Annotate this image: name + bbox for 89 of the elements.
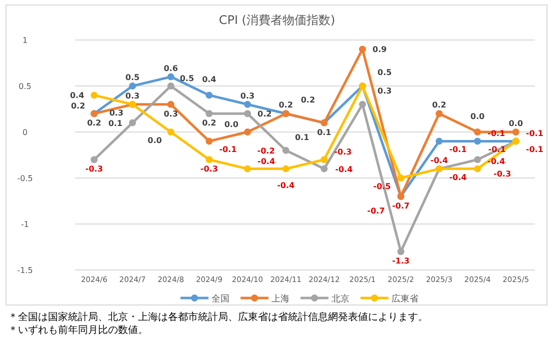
- data-label: -0.7: [392, 201, 410, 210]
- point: [167, 82, 174, 90]
- legend-label: 広東省: [392, 294, 418, 304]
- data-label: -0.1: [219, 145, 238, 154]
- data-label: 0.1: [108, 118, 123, 128]
- point: [90, 156, 98, 164]
- data-label: 0.5: [378, 68, 392, 77]
- data-label: 0.2: [87, 118, 102, 128]
- point: [244, 100, 251, 108]
- data-label: -0.4: [430, 156, 448, 165]
- data-label: 0.6: [164, 64, 178, 73]
- data-label: -0.3: [200, 164, 218, 174]
- point: [129, 82, 136, 90]
- point: [359, 46, 366, 53]
- data-label: 0.5: [125, 73, 140, 82]
- point: [167, 73, 174, 80]
- data-label: -0.3: [494, 170, 512, 179]
- data-label: 0.5: [180, 74, 194, 83]
- point: [282, 146, 290, 154]
- data-label: -1.3: [392, 256, 410, 266]
- point: [129, 119, 136, 126]
- data-label: -0.4: [488, 156, 506, 166]
- point: [167, 128, 174, 136]
- data-label: 0.3: [240, 91, 255, 100]
- data-label: 0.2: [300, 96, 316, 105]
- data-label: 0.2: [432, 100, 446, 110]
- data-label: 0.0: [508, 119, 524, 128]
- data-label: -0.1: [526, 129, 544, 138]
- y-tick-label: 0.5: [18, 82, 32, 91]
- data-label: 0.3: [164, 109, 178, 118]
- y-tick-label: -0.5: [17, 174, 33, 183]
- data-label: 0.1: [317, 128, 332, 137]
- point: [244, 110, 251, 118]
- data-label: -0.4: [277, 180, 296, 190]
- point: [320, 165, 328, 172]
- point: [282, 165, 290, 172]
- data-label: 0.2: [202, 118, 216, 128]
- y-tick-label: 1: [22, 36, 28, 45]
- data-label: 0.3: [109, 108, 124, 118]
- point: [244, 165, 251, 172]
- data-label: 0.9: [372, 45, 388, 54]
- point: [206, 110, 213, 118]
- data-label: 0.4: [202, 75, 217, 84]
- point: [206, 156, 213, 164]
- data-label: 0.0: [148, 136, 162, 145]
- data-label: -0.4: [449, 172, 468, 182]
- legend-label: 全国: [212, 294, 230, 304]
- point: [167, 100, 174, 108]
- data-label: -0.7: [367, 206, 385, 216]
- point: [436, 138, 443, 145]
- point: [320, 156, 328, 164]
- data-label: 0.0: [224, 120, 239, 129]
- data-label: 0.3: [378, 86, 392, 96]
- data-label: 0.2: [70, 102, 86, 111]
- data-label: 0.3: [125, 91, 140, 100]
- data-label: -0.4: [258, 156, 276, 166]
- legend-label: 北京: [332, 294, 350, 304]
- point: [359, 100, 366, 108]
- point: [397, 174, 404, 182]
- point: [90, 92, 98, 99]
- text: ＊いずれも前年同月比の数値。: [8, 324, 148, 336]
- data-label: -0.5: [373, 182, 392, 191]
- data-label: 0.2: [258, 110, 272, 119]
- point: [474, 165, 481, 172]
- data-label: -0.1: [449, 145, 468, 154]
- point: [474, 156, 481, 164]
- data-label: -0.4: [335, 164, 354, 174]
- text: ＊全国は国家統計局、北京・上海は各都市統計局、広東省は省統計信息網発表値によります。: [8, 311, 428, 323]
- point: [397, 248, 404, 256]
- point: [436, 110, 443, 118]
- data-label: 0.4: [70, 91, 85, 100]
- data-label: 0.1: [294, 132, 310, 142]
- data-label: -0.2: [257, 146, 275, 156]
- data-label: 0.2: [278, 100, 293, 110]
- point: [512, 128, 520, 136]
- y-tick-label: -1: [21, 220, 29, 229]
- point: [244, 128, 251, 136]
- chart-title: CPI (消費者物価指数): [218, 13, 336, 27]
- legend-label: 上海: [272, 294, 290, 304]
- point: [206, 138, 213, 145]
- point: [206, 92, 213, 99]
- y-tick-label: 0: [22, 128, 28, 137]
- data-label: -0.3: [85, 164, 103, 174]
- data-label: 0.0: [470, 112, 486, 121]
- data-label: -0.3: [334, 148, 352, 157]
- y-tick-label: -1.5: [17, 266, 33, 275]
- data-label: -0.1: [526, 145, 544, 154]
- point: [474, 128, 481, 136]
- point: [474, 138, 481, 145]
